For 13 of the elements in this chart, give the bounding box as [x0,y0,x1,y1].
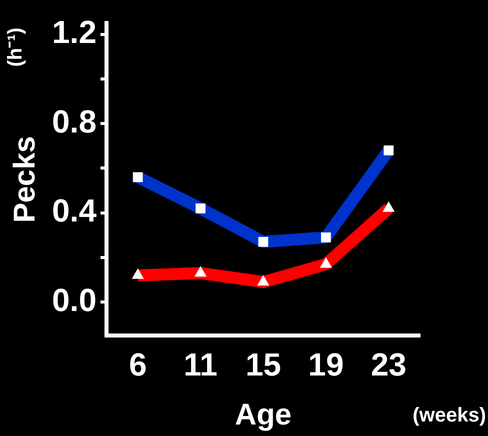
x-tick-label: 6 [128,346,147,383]
x-tick-label: 11 [184,346,218,383]
x-axis-title: Age [234,398,292,432]
y-tick-label: 0.4 [52,192,97,229]
y-tick-label: 0.0 [52,282,96,318]
y-tick-label: 1.2 [52,14,96,50]
x-tick-label: 23 [370,346,406,383]
y-tick-label: 0.8 [52,103,96,140]
y-axis-title: Pecks [8,136,42,223]
text: (h⁻¹) [4,28,27,67]
text: (weeks) [412,404,486,427]
x-tick-label: 19 [308,346,344,383]
x-tick-label: 15 [245,346,282,383]
